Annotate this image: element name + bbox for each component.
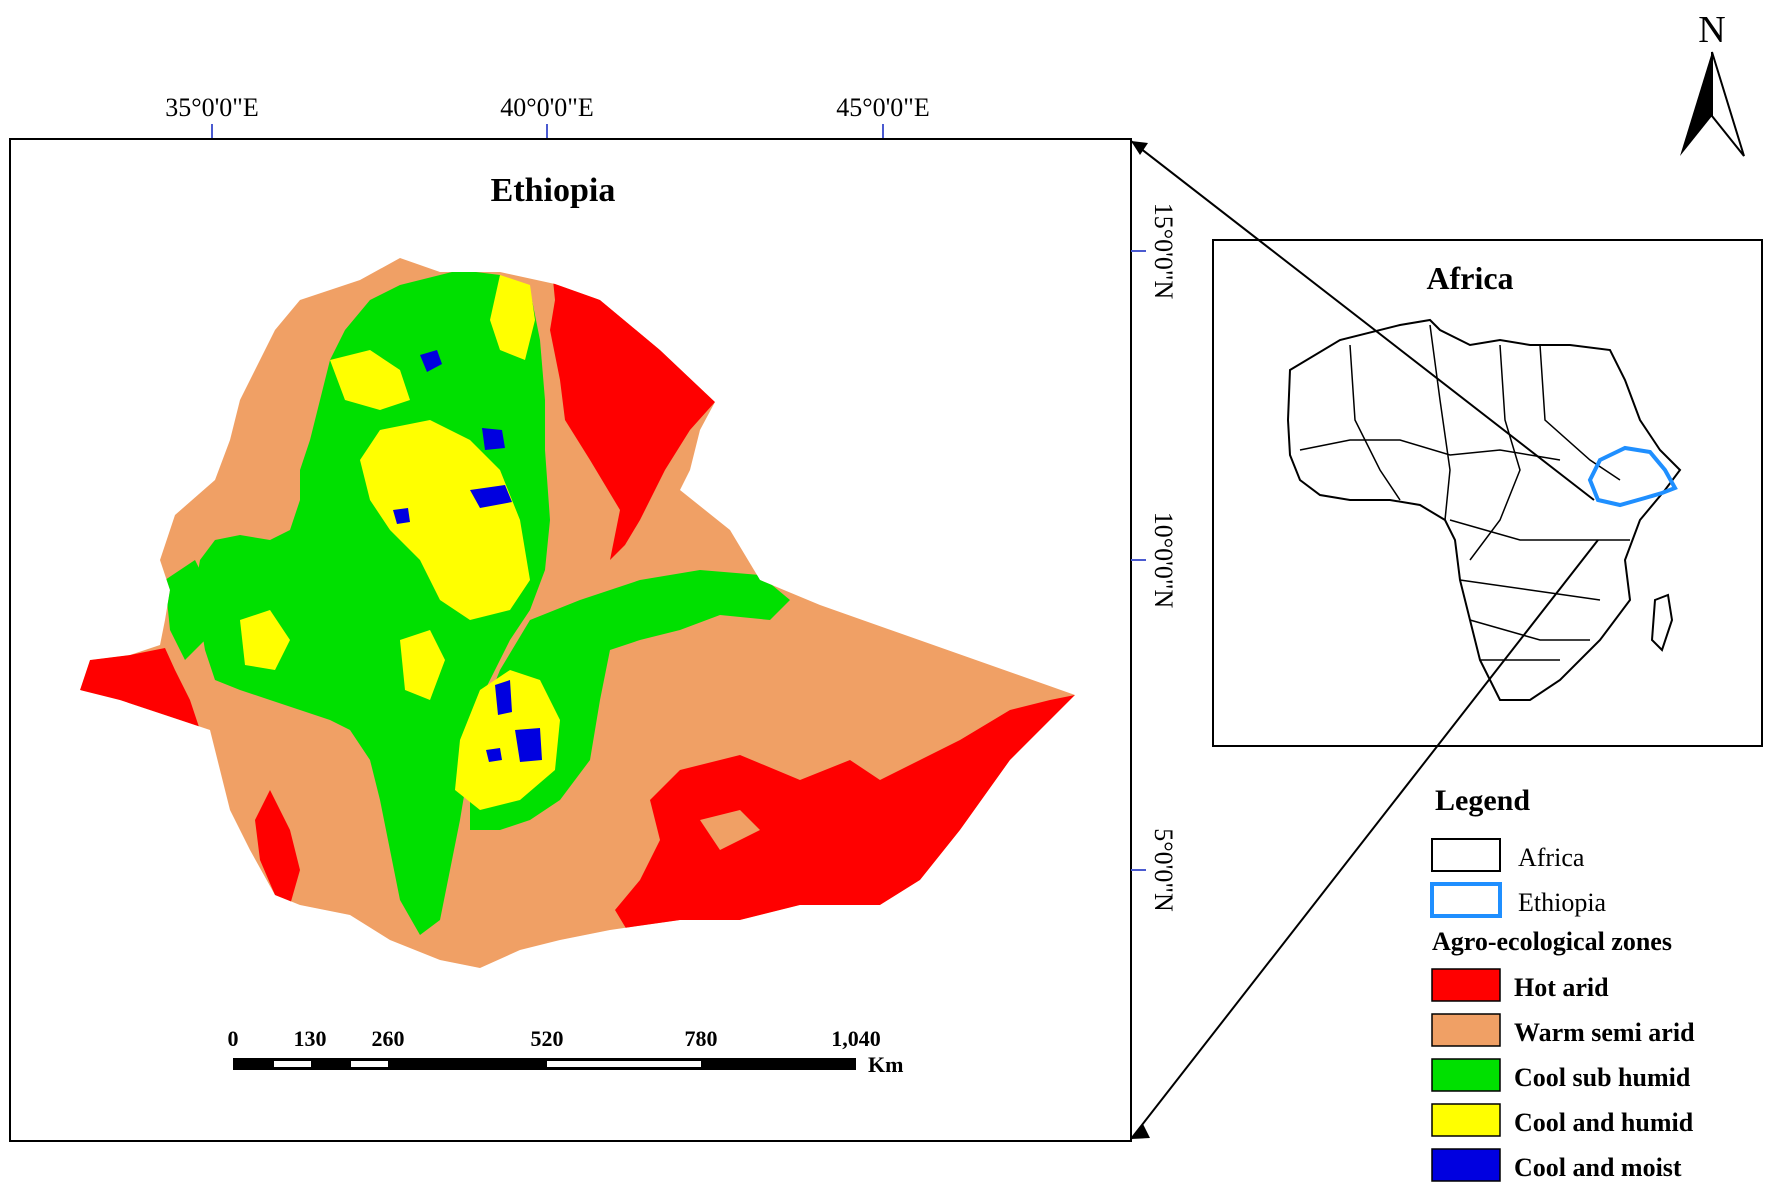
zone-cool-and-humid-south bbox=[455, 670, 560, 810]
africa-outline bbox=[1286, 318, 1682, 701]
legend: Legend Africa Ethiopia Agro-ecological z… bbox=[1430, 784, 1695, 1182]
zone-cool-and-moist-1 bbox=[420, 350, 442, 372]
inset-title: Africa bbox=[1426, 260, 1513, 296]
longitude-tick-label: 40°0'0"E bbox=[500, 93, 594, 122]
north-arrow: N bbox=[1680, 9, 1745, 157]
scale-bar-track bbox=[233, 1058, 856, 1070]
scale-label: 1,040 bbox=[831, 1026, 881, 1051]
inset-connectors bbox=[1130, 140, 1599, 1140]
zone-cool-and-humid-north bbox=[490, 275, 535, 360]
scale-label: 520 bbox=[531, 1026, 564, 1051]
scale-label: 130 bbox=[294, 1026, 327, 1051]
scale-bar-segment bbox=[351, 1061, 388, 1067]
zone-cool-and-moist-5 bbox=[495, 680, 512, 715]
legend-swatch-cool-sub-humid bbox=[1431, 1058, 1501, 1092]
legend-zone-label: Warm semi arid bbox=[1514, 1018, 1695, 1047]
ethiopia-outline bbox=[1587, 445, 1678, 508]
madagascar-outline bbox=[1650, 593, 1674, 652]
scale-bar-segment bbox=[547, 1061, 701, 1067]
scale-bar: 0 130 260 520 780 1,040 Km bbox=[228, 1026, 904, 1077]
main-map-title: Ethiopia bbox=[491, 172, 616, 209]
zone-cool-and-humid-west2 bbox=[400, 630, 445, 700]
legend-swatch-africa bbox=[1431, 838, 1501, 872]
legend-item-label: Ethiopia bbox=[1518, 888, 1607, 917]
longitude-ticks: 35°0'0"E 40°0'0"E 45°0'0"E bbox=[165, 93, 930, 139]
zone-cool-and-humid-north2 bbox=[330, 350, 410, 410]
scale-label: 260 bbox=[372, 1026, 405, 1051]
zone-cool-and-humid-west bbox=[240, 610, 290, 670]
north-label: N bbox=[1698, 9, 1725, 51]
legend-section-title: Agro-ecological zones bbox=[1432, 927, 1672, 956]
country-borders bbox=[1299, 324, 1630, 661]
zone-hot-arid-west bbox=[80, 648, 200, 730]
zone-cool-and-moist-4 bbox=[393, 508, 410, 524]
scale-bar-segment bbox=[274, 1061, 311, 1067]
legend-swatch-cool-and-moist bbox=[1431, 1148, 1501, 1182]
legend-swatch-ethiopia bbox=[1430, 882, 1502, 918]
zone-cool-and-moist-6 bbox=[515, 728, 542, 762]
legend-zone-label: Cool and humid bbox=[1514, 1108, 1694, 1137]
latitude-tick-label: 15°0'0"N bbox=[1149, 203, 1178, 300]
legend-zone-label: Hot arid bbox=[1514, 973, 1609, 1002]
longitude-tick-label: 35°0'0"E bbox=[165, 93, 259, 122]
africa-inset: Africa bbox=[1212, 239, 1763, 747]
zone-cool-and-humid-central bbox=[360, 420, 530, 620]
zone-hot-arid-south bbox=[615, 695, 1075, 935]
ethiopia-agro-ecological-map bbox=[80, 258, 1075, 968]
zone-hot-arid-afar bbox=[550, 280, 715, 560]
zone-hot-arid-southwest bbox=[255, 790, 300, 905]
legend-swatch-hot-arid bbox=[1431, 968, 1501, 1002]
legend-title: Legend bbox=[1435, 784, 1530, 817]
zone-cool-and-moist-3 bbox=[470, 485, 512, 508]
scale-label: 780 bbox=[685, 1026, 718, 1051]
legend-swatch-warm-semi-arid bbox=[1431, 1013, 1501, 1047]
legend-item-label: Africa bbox=[1518, 843, 1585, 872]
legend-zone-label: Cool and moist bbox=[1514, 1153, 1682, 1182]
inset-frame bbox=[1212, 239, 1763, 747]
legend-swatch-cool-and-humid bbox=[1431, 1103, 1501, 1137]
longitude-tick-label: 45°0'0"E bbox=[836, 93, 930, 122]
latitude-tick-label: 10°0'0"N bbox=[1149, 512, 1178, 609]
zone-cool-sub-humid-patch bbox=[165, 560, 210, 660]
zone-cool-and-moist-7 bbox=[486, 748, 502, 762]
scale-unit: Km bbox=[868, 1052, 903, 1077]
main-map-frame bbox=[9, 138, 1132, 1142]
legend-zone-label: Cool sub humid bbox=[1514, 1063, 1691, 1092]
latitude-ticks: 15°0'0"N 10°0'0"N 5°0'0"N bbox=[1131, 203, 1178, 912]
zone-hot-arid-south-inlet bbox=[700, 810, 760, 850]
north-arrow-icon bbox=[1680, 51, 1745, 157]
latitude-tick-label: 5°0'0"N bbox=[1149, 828, 1178, 912]
zone-cool-and-moist-2 bbox=[482, 428, 505, 450]
scale-label: 0 bbox=[228, 1026, 239, 1051]
